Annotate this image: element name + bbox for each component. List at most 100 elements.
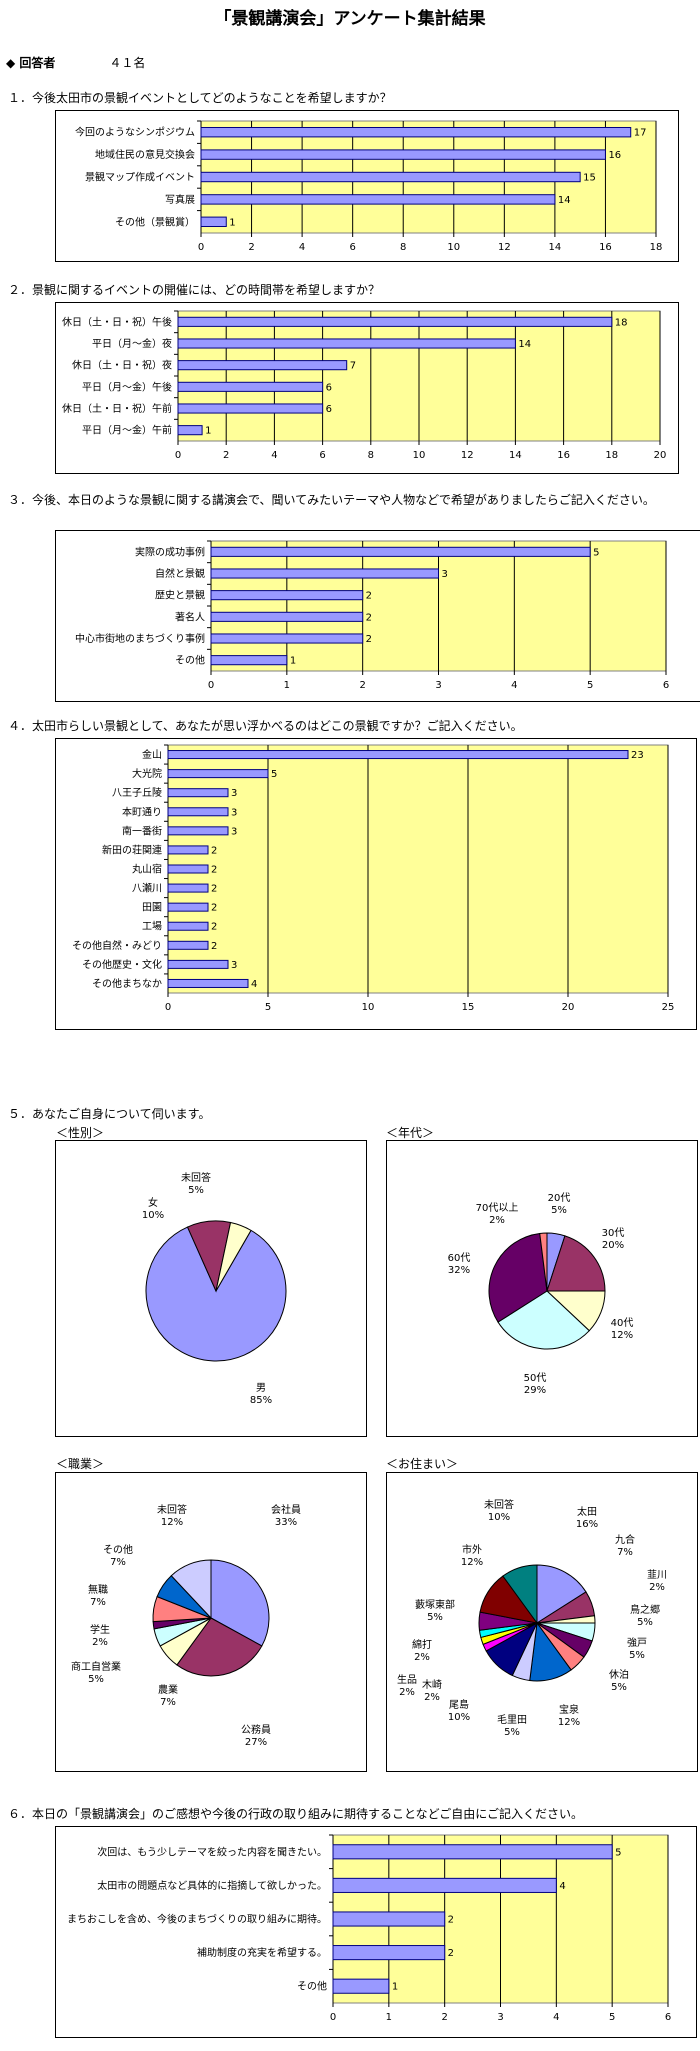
q2-category-label: 休日（土・日・祝）午後 [62,315,172,328]
residence-slice-label: 木崎 [422,1678,442,1691]
q4-bar [167,883,209,893]
age-slice-pct: 32% [448,1265,470,1276]
q4-category-label: その他歴史・文化 [82,958,162,971]
pie-residence-frame: 太田 16% 九合 7% 韮川 2% 鳥之郷 5% 強戸 5% 休泊 5% 宝泉 12% 毛里田 5% 尾島 10… [386,1472,698,1772]
q6-tick-label: 2 [441,2012,447,2023]
q2-category-label: 平日（月～金）夜 [92,337,172,350]
q2-value-label: 18 [615,317,628,328]
q1-tick-label: 14 [549,242,562,253]
q4-bar [167,826,229,836]
age-slice-pct: 12% [611,1330,633,1341]
q4-category-label: 丸山宿 [132,863,162,876]
q3-value-label: 3 [442,569,448,580]
occupation-slice-label: 会社員 [271,1503,301,1516]
q4-tick-label: 0 [165,1002,171,1013]
occupation-slice-pct: 27% [245,1737,267,1748]
q4-value-label: 23 [631,750,644,761]
pie-title-age: ＜年代＞ [386,1126,435,1140]
q6-tick-label: 3 [497,2012,503,2023]
residence-slice-label: 市外 [462,1543,482,1556]
q3-tick-label: 5 [587,680,593,691]
residence-slice-label: 毛里田 [497,1714,527,1726]
q1-category-label: その他（景観賞） [115,215,195,228]
residence-slice-pct: 5% [611,1682,627,1693]
q3-category-label: 自然と景観 [155,567,205,580]
occupation-slice-label: 商工自営業 [71,1660,121,1673]
q4-category-label: 工場 [142,920,162,933]
age-slice-label: 60代 [448,1252,471,1264]
occupation-slice [176,1617,263,1677]
question-2: ２．景観に関するイベントの開催には、どの時間帯を希望しますか？ [8,283,381,297]
gender-slice-label: 未回答 [181,1171,211,1184]
residence-slice-pct: 2% [414,1652,430,1663]
occupation-slice [170,1559,212,1620]
q4-tick-label: 10 [362,1002,375,1013]
q6-tick-label: 6 [665,2012,671,2023]
q4-category-label: 八王子丘陵 [112,787,162,799]
q4-bar [167,921,209,931]
q3-bar [210,568,439,579]
q4-value-label: 2 [211,865,217,876]
q4-category-label: 南一番街 [122,824,162,837]
q2-tick-label: 2 [223,450,229,461]
q4-category-label: その他自然・みどり [72,939,162,952]
residence-slice-label: 藪塚東部 [415,1598,455,1611]
q4-bar [167,807,229,817]
age-slice [497,1290,590,1350]
q2-category-label: 平日（月～金）午前 [82,424,172,437]
occupation-slice [210,1559,270,1647]
q3-value-label: 2 [366,591,372,602]
q4-value-label: 3 [231,960,237,971]
q4-tick-label: 15 [462,1002,475,1013]
q4-bar [167,940,209,950]
q6-bar [332,1911,446,1927]
q6-value-label: 2 [448,1915,454,1926]
occupation-slice-pct: 33% [275,1517,297,1528]
q3-value-label: 5 [593,547,599,558]
q1-bar [200,171,581,183]
q1-bar [200,126,632,138]
age-slice-label: 40代 [611,1317,634,1329]
occupation-slice-pct: 2% [92,1637,108,1648]
gender-slice-pct: 5% [188,1185,204,1196]
gender-slice-pct: 85% [250,1395,272,1406]
occupation-slice-label: 無職 [88,1583,108,1596]
q1-value-label: 1 [229,217,235,228]
gender-slice-label: 女 [148,1196,158,1209]
q4-category-label: 田園 [142,902,162,914]
age-slice-pct: 20% [602,1240,624,1251]
q3-category-label: 歴史と景観 [155,589,205,602]
gender-slice-label: 男 [256,1382,266,1394]
q3-value-label: 2 [366,612,372,623]
q6-bar [332,1945,446,1961]
q2-tick-label: 10 [413,450,426,461]
q3-bar [210,655,288,666]
q6-category-label: まちおこしを含め、今後のまちづくりの取り組みに期待。 [67,1913,327,1926]
q2-value-label: 1 [205,426,211,437]
q6-tick-label: 4 [553,2012,559,2023]
chart-q6: 0 1 2 3 4 5 6 次回は、もう少しテーマを絞った内容を聞きたい。 5 太田市の問題点など… [67,1834,671,2023]
residence-slice-label: 九合 [615,1533,635,1546]
question-3: ３．今後、本日のような景観に関する講演会で、聞いてみたいテーマや人物などで希望が… [8,493,655,507]
respondents-value: ４１名 [109,56,146,70]
q2-value-label: 6 [326,382,332,393]
q4-bar [167,864,209,874]
q6-value-label: 2 [448,1948,454,1959]
q4-category-label: 八瀬川 [132,883,162,895]
q1-category-label: 写真展 [165,193,195,206]
q4-bar [167,750,629,760]
residence-slice [502,1564,538,1625]
pie-age-frame: 20代 5% 30代 20% 40代 12% 50代 29% 60代 32% 70代以上 2% [386,1140,698,1437]
residence-slice-pct: 2% [399,1687,415,1698]
q2-tick-label: 4 [271,450,277,461]
age-slice-label: 30代 [602,1227,625,1239]
q3-bar [210,590,364,601]
residence-slice-pct: 2% [424,1692,440,1703]
occupation-slice-label: 未回答 [157,1503,187,1516]
q3-category-label: 実際の成功事例 [135,545,205,558]
q3-tick-label: 3 [435,680,441,691]
q4-tick-label: 20 [562,1002,575,1013]
age-slice [546,1235,606,1292]
age-slice-label: 70代以上 [476,1202,519,1214]
chart-q3: 0 1 2 3 4 5 6 実際の成功事例 5 自然と景観 3 歴史と景観 2 著名人 2 中心市街地のまちづ… [75,540,669,691]
